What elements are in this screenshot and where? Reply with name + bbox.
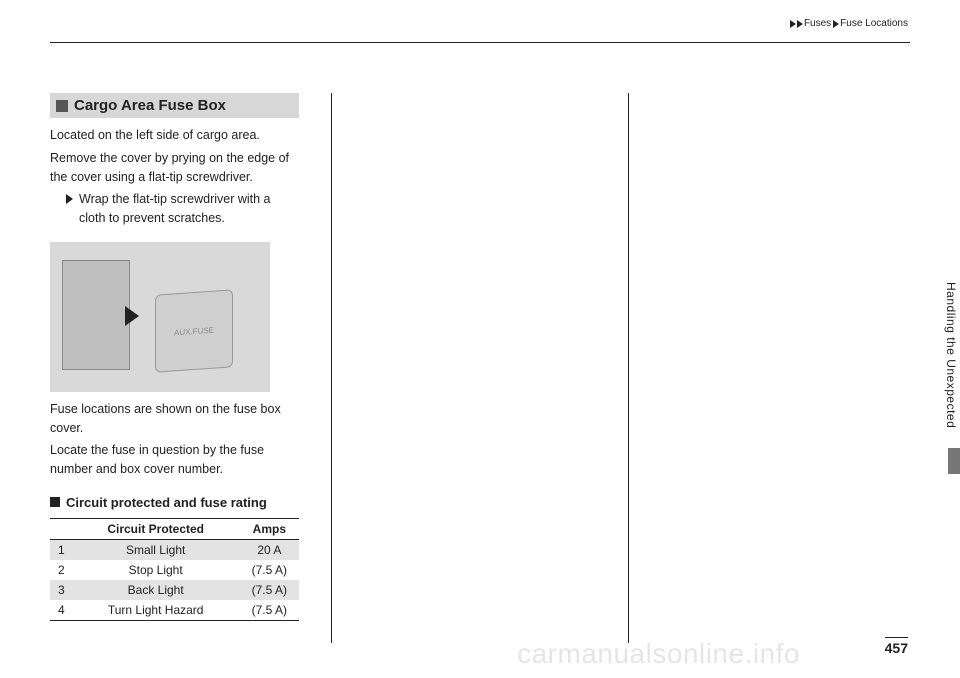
content-columns: Cargo Area Fuse Box Located on the left … [50, 93, 910, 643]
paragraph: Remove the cover by prying on the edge o… [50, 149, 299, 187]
table-row: 1 Small Light 20 A [50, 539, 299, 560]
chevron-right-icon [833, 20, 839, 28]
bullet-item: Wrap the flat-tip screwdriver with a clo… [66, 190, 299, 232]
cell-name: Back Light [72, 580, 239, 600]
cell-amp: (7.5 A) [239, 560, 299, 580]
breadcrumb-level-2: Fuse Locations [840, 18, 908, 29]
cell-num: 3 [50, 580, 72, 600]
side-tab-label: Handling the Unexpected [942, 280, 960, 430]
fuse-table: Circuit Protected Amps 1 Small Light 20 … [50, 518, 299, 621]
side-tab-marker [948, 448, 960, 474]
watermark: carmanualsonline.info [517, 638, 800, 670]
cell-amp: (7.5 A) [239, 580, 299, 600]
column-divider [331, 93, 332, 643]
column-2 [346, 93, 613, 643]
chevron-right-icon [797, 20, 803, 28]
breadcrumb-level-1: Fuses [804, 18, 831, 29]
table-header-row: Circuit Protected Amps [50, 518, 299, 539]
square-bullet-icon [50, 497, 60, 507]
section-heading: Cargo Area Fuse Box [50, 93, 299, 118]
paragraph: Fuse locations are shown on the fuse box… [50, 400, 299, 438]
chevron-right-icon [790, 20, 796, 28]
table-row: 4 Turn Light Hazard (7.5 A) [50, 600, 299, 621]
sub-heading: Circuit protected and fuse rating [50, 495, 299, 510]
section-title: Cargo Area Fuse Box [74, 97, 226, 114]
page-number: 457 [885, 637, 908, 656]
table-row: 2 Stop Light (7.5 A) [50, 560, 299, 580]
table-header-blank [50, 518, 72, 539]
table-row: 3 Back Light (7.5 A) [50, 580, 299, 600]
cell-name: Stop Light [72, 560, 239, 580]
paragraph: Located on the left side of cargo area. [50, 126, 299, 145]
cell-num: 2 [50, 560, 72, 580]
cover-label: AUX.FUSE [174, 325, 214, 337]
fuse-box-shape [62, 260, 130, 370]
paragraph: Locate the fuse in question by the fuse … [50, 441, 299, 479]
cell-num: 1 [50, 539, 72, 560]
column-1: Cargo Area Fuse Box Located on the left … [50, 93, 317, 643]
cell-name: Turn Light Hazard [72, 600, 239, 621]
sub-heading-text: Circuit protected and fuse rating [66, 495, 267, 510]
fuse-box-illustration: AUX.FUSE [50, 242, 270, 392]
header-rule [50, 42, 910, 43]
page: Fuses Fuse Locations Cargo Area Fuse Box… [0, 0, 960, 678]
triangle-bullet-icon [66, 194, 73, 204]
cell-amp: 20 A [239, 539, 299, 560]
column-3 [643, 93, 910, 643]
cell-amp: (7.5 A) [239, 600, 299, 621]
column-divider [628, 93, 629, 643]
cell-name: Small Light [72, 539, 239, 560]
breadcrumb: Fuses Fuse Locations [790, 18, 908, 29]
cover-shape: AUX.FUSE [155, 289, 233, 372]
table-header-circuit: Circuit Protected [72, 518, 239, 539]
square-bullet-icon [56, 100, 68, 112]
bullet-text: Wrap the flat-tip screwdriver with a clo… [79, 190, 299, 228]
cell-num: 4 [50, 600, 72, 621]
table-header-amps: Amps [239, 518, 299, 539]
